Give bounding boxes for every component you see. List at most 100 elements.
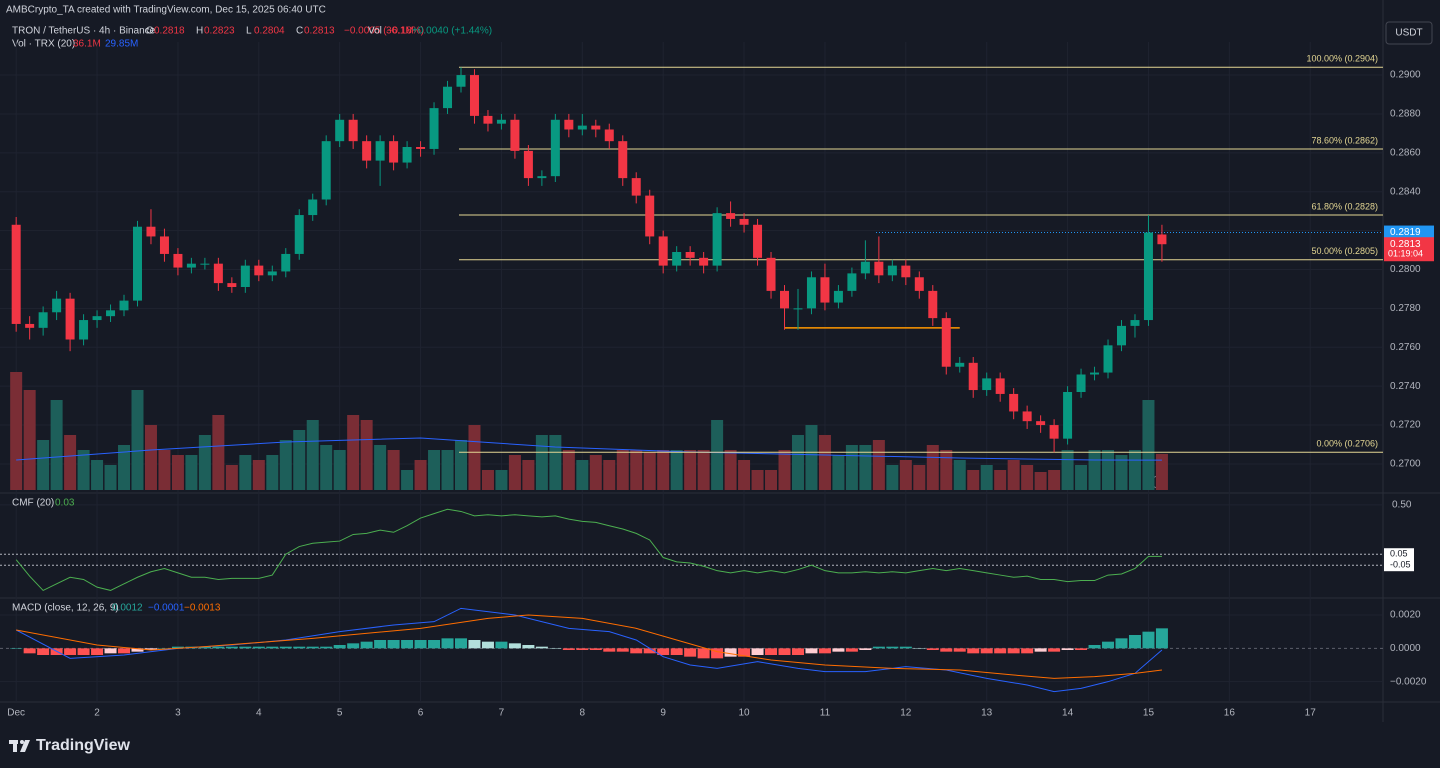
histogram-bar (212, 646, 225, 649)
histogram-bar (320, 646, 333, 649)
candle-body (38, 312, 48, 328)
candle-body (362, 141, 372, 161)
pane-title: CMF (20) (12, 498, 54, 509)
volume-bar (171, 455, 184, 490)
candle-body (699, 257, 709, 266)
volume-bar (630, 450, 643, 490)
histogram-bar (616, 648, 629, 652)
candle-body (1130, 320, 1140, 326)
x-tick-label: 2 (94, 708, 100, 719)
legend-value: 0.2804 (254, 26, 285, 37)
volume-bar (670, 450, 683, 490)
candle-body (672, 252, 682, 266)
symbol: TRON / TetherUS · 4h · Binance (12, 26, 156, 37)
volume-bar (1075, 465, 1088, 490)
volume-bar (225, 465, 238, 490)
histogram-bar (630, 648, 643, 654)
histogram-bar (23, 648, 36, 654)
legend-key: O (146, 26, 154, 37)
volume-ma (16, 437, 1162, 461)
candle-body (833, 290, 843, 303)
y-tick-label: 0.2900 (1390, 70, 1421, 81)
candle-body (941, 318, 951, 367)
volume-bar (818, 435, 831, 490)
candle-body (753, 224, 763, 258)
x-tick-label: 11 (820, 708, 831, 719)
histogram-bar (104, 648, 117, 654)
price-tag-label: 0.2819 (1390, 227, 1421, 238)
histogram-bar (818, 648, 831, 654)
volume-bar (913, 465, 926, 490)
volume-bar (643, 452, 656, 490)
x-tick-label: 4 (256, 708, 262, 719)
histogram-bar (994, 648, 1007, 654)
candle-body (1049, 425, 1059, 439)
candle-body (1036, 421, 1046, 426)
legend-key: L (246, 26, 252, 37)
histogram-bar (481, 641, 494, 649)
pane-value: −0.0001 (148, 603, 185, 614)
histogram-bar (805, 648, 818, 654)
volume-bar (414, 460, 427, 490)
candle-body (928, 290, 938, 319)
countdown: 01:19:04 (1388, 249, 1423, 259)
volume-bar (495, 470, 508, 490)
currency-label[interactable]: USDT (1395, 28, 1422, 39)
candle-body (645, 195, 655, 237)
histogram-bar (765, 648, 778, 655)
pane-title: MACD (close, 12, 26, 9) (12, 603, 119, 614)
volume-bar (279, 440, 292, 490)
candle-body (793, 308, 803, 310)
histogram-bar (926, 648, 939, 650)
histogram-bar (657, 648, 670, 655)
candle-body (173, 253, 183, 268)
volume-bar (616, 450, 629, 490)
histogram-bar (603, 648, 616, 652)
candle-body (685, 252, 695, 258)
histogram-bar (643, 648, 656, 654)
volume-bar (967, 470, 980, 490)
candle-body (658, 236, 668, 266)
currency-button[interactable] (1385, 21, 1433, 45)
x-tick-label: 6 (418, 708, 424, 719)
candle-body (52, 298, 62, 313)
volume-bar (791, 435, 804, 490)
volume-bar (886, 465, 899, 490)
price-tag-label: 0.2813 (1390, 239, 1421, 250)
candle-body (65, 298, 75, 340)
histogram-bar (953, 648, 966, 652)
volume-bar (306, 420, 319, 490)
histogram-bar (832, 648, 845, 652)
volume-bar (333, 450, 346, 490)
histogram-bar (279, 646, 292, 649)
x-tick-label: 17 (1305, 708, 1317, 719)
fib-label: 78.60% (0.2862) (1311, 135, 1378, 145)
volume-bar (347, 415, 360, 490)
volume-bar (1128, 450, 1141, 490)
fib-label: 100.00% (0.2904) (1306, 54, 1378, 64)
fib-label: 50.00% (0.2805) (1311, 246, 1378, 256)
volume-bar (1061, 450, 1074, 490)
volume-bar (239, 455, 252, 490)
candle-body (537, 176, 547, 179)
volume-bar (10, 372, 23, 490)
x-tick-label: 13 (981, 708, 993, 719)
pane-value: 0.03 (55, 498, 75, 509)
pane-value: −0.0013 (184, 603, 221, 614)
macd-line (16, 614, 1163, 679)
volume-bar (212, 415, 225, 490)
volume-bar (738, 460, 751, 490)
histogram-bar (1021, 648, 1034, 654)
volume-bar (360, 420, 373, 490)
histogram-bar (562, 648, 575, 650)
histogram-bar (266, 646, 279, 649)
candle-body (510, 119, 520, 151)
volume-bar (953, 460, 966, 490)
volume-bar (1034, 472, 1047, 490)
histogram-bar (401, 640, 414, 649)
histogram-bar (1088, 645, 1101, 649)
candle-body (321, 141, 331, 200)
histogram-bar (697, 648, 710, 659)
histogram-bar (118, 648, 131, 654)
volume-bar (387, 450, 400, 490)
